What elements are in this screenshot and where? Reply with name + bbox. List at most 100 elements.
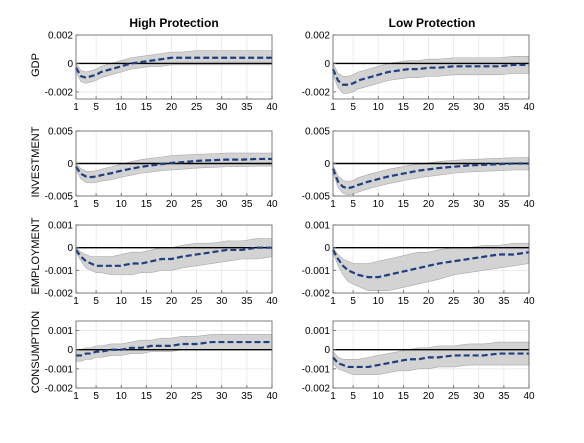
panel-6-y-tick-label: -0.001: [45, 364, 74, 375]
panel-5-x-tick-label: 5: [350, 296, 356, 307]
panel-1-axes-frame: [332, 34, 530, 100]
panel-1-x-tick-label: 1: [330, 102, 336, 113]
panel-5-median-line: [332, 249, 530, 279]
panel-7-x-tick-label: 30: [473, 391, 485, 402]
panel-4-axes-frame: [75, 224, 273, 294]
panel-7-y-tick-label: 0: [324, 345, 330, 356]
panel-7-median-line: [332, 352, 529, 369]
panel-5-x-tick-label: 1: [330, 296, 336, 307]
panel-3-y-tick-label: -0.005: [302, 192, 331, 203]
panel-0-x-tick-label: 25: [191, 102, 203, 113]
panel-3-median-line: [331, 162, 529, 190]
panel-6-x-tick-label: 1: [73, 391, 79, 402]
panel-7-y-tick-label: -0.001: [302, 364, 331, 375]
panel-5-y-tick-label: 0: [324, 243, 330, 254]
panel-0-x-tick-label: 30: [216, 102, 228, 113]
panel-3-x-tick-label: 25: [448, 199, 460, 210]
panel-2-x-tick-label: 35: [241, 199, 253, 210]
panel-3-x-tick-label: 40: [523, 199, 535, 210]
panel-1-x-tick-label: 30: [473, 102, 485, 113]
panel-7-x-tick-label: 1: [330, 391, 336, 402]
panel-2-x-tick-label: 5: [93, 199, 99, 210]
panel-3-x-tick-label: 5: [350, 199, 356, 210]
panel-1-x-tick-label: 5: [350, 102, 356, 113]
panel-7-x-tick-label: 25: [448, 391, 460, 402]
panel-6-x-tick-label: 5: [93, 391, 99, 402]
panel-5-x-tick-label: 35: [498, 296, 510, 307]
panel-6-x-tick-label: 35: [241, 391, 253, 402]
panel-2-x-tick-label: 1: [73, 199, 79, 210]
panel-1-y-tick-label: -0.002: [302, 87, 331, 98]
panel-0-axes-frame: [75, 34, 273, 100]
column-title-low-protection: Low Protection: [389, 16, 476, 30]
panel-4-x-tick-label: 15: [141, 296, 153, 307]
row-label-employment: EMPLOYMENT: [30, 217, 42, 294]
row-label-gdp: GDP: [30, 53, 42, 77]
panel-6-x-tick-label: 40: [266, 391, 278, 402]
panel-0-x-tick-label: 20: [166, 102, 178, 113]
panel-7-y-tick-label: 0.001: [305, 326, 330, 337]
panel-4-x-tick-label: 5: [93, 296, 99, 307]
panel-4-y-tick-label: 0.001: [48, 221, 73, 232]
panel-4-y-tick-label: 0: [67, 243, 73, 254]
panel-4-y-tick-label: -0.002: [45, 289, 74, 300]
panel-3-x-tick-label: 15: [398, 199, 410, 210]
panel-0-median-line: [75, 56, 272, 79]
panel-0-x-tick-label: 1: [73, 102, 79, 113]
panel-4-median-line: [75, 246, 272, 267]
panel-3-y-tick-label: 0.005: [305, 127, 330, 138]
column-title-high-protection: High Protection: [129, 16, 218, 30]
panel-0-x-tick-label: 5: [93, 102, 99, 113]
panel-0-x-tick-label: 15: [141, 102, 153, 113]
panel-2-x-tick-label: 40: [266, 199, 278, 210]
panel-7-x-tick-label: 15: [398, 391, 410, 402]
panel-4-x-tick-label: 1: [73, 296, 79, 307]
panel-7-x-tick-label: 35: [498, 391, 510, 402]
panel-5-x-tick-label: 10: [373, 296, 385, 307]
row-label-investment: INVESTMENT: [30, 126, 42, 197]
panel-1-median-line: [331, 63, 529, 86]
panel-3-x-tick-label: 1: [330, 199, 336, 210]
panel-7-x-tick-label: 40: [523, 391, 535, 402]
panel-3-x-tick-label: 30: [473, 199, 485, 210]
panel-1-y-tick-label: 0.002: [305, 31, 330, 42]
panel-3-x-tick-label: 35: [498, 199, 510, 210]
panel-2-y-tick-label: -0.005: [45, 192, 74, 203]
panel-1-x-tick-label: 10: [373, 102, 385, 113]
panel-5-x-tick-label: 25: [448, 296, 460, 307]
panel-5-y-tick-label: -0.002: [302, 289, 331, 300]
panel-6-y-tick-label: 0.001: [48, 326, 73, 337]
panel-5-x-tick-label: 15: [398, 296, 410, 307]
panel-2-x-tick-label: 25: [191, 199, 203, 210]
panel-5-x-tick-label: 20: [423, 296, 435, 307]
panel-1-x-tick-label: 40: [523, 102, 535, 113]
panel-7-x-tick-label: 5: [350, 391, 356, 402]
panel-6-median-line: [76, 340, 272, 357]
panel-4-x-tick-label: 35: [241, 296, 253, 307]
panel-5-x-tick-label: 40: [523, 296, 535, 307]
panel-5-x-tick-label: 30: [473, 296, 485, 307]
panel-4-y-tick-label: -0.001: [45, 266, 74, 277]
panel-7-x-tick-label: 20: [423, 391, 435, 402]
panel-0-y-tick-label: 0.002: [48, 31, 73, 42]
panel-6-x-tick-label: 15: [141, 391, 153, 402]
panel-2-y-tick-label: 0: [67, 159, 73, 170]
panel-5-y-tick-label: 0.001: [305, 221, 330, 232]
panel-3-x-tick-label: 10: [373, 199, 385, 210]
panel-7-y-tick-label: -0.002: [302, 384, 331, 395]
panel-1-x-tick-label: 20: [423, 102, 435, 113]
panel-7-axes-frame: [332, 320, 530, 389]
panel-0-x-tick-label: 35: [241, 102, 253, 113]
panel-6-x-tick-label: 20: [166, 391, 178, 402]
panel-5-axes-frame: [332, 224, 530, 294]
panel-6-x-tick-label: 25: [191, 391, 203, 402]
row-label-consumption: CONSUMPTION: [30, 311, 42, 394]
